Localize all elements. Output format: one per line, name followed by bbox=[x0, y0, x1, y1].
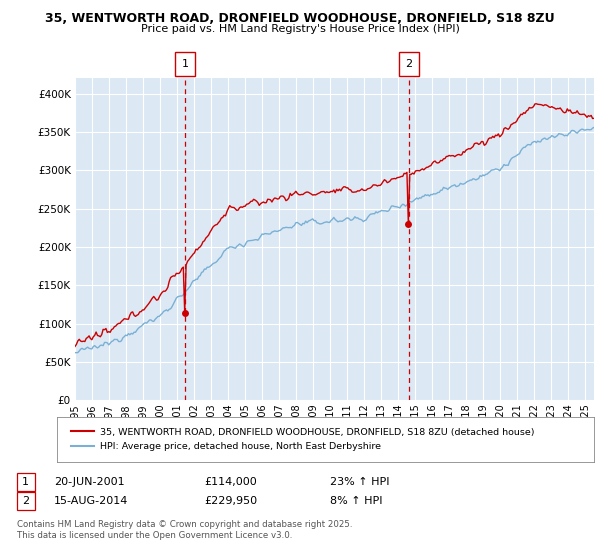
Text: Contains HM Land Registry data © Crown copyright and database right 2025.: Contains HM Land Registry data © Crown c… bbox=[17, 520, 352, 529]
Text: 2: 2 bbox=[405, 59, 412, 69]
Text: Price paid vs. HM Land Registry's House Price Index (HPI): Price paid vs. HM Land Registry's House … bbox=[140, 24, 460, 34]
Text: 23% ↑ HPI: 23% ↑ HPI bbox=[330, 477, 389, 487]
Text: £114,000: £114,000 bbox=[204, 477, 257, 487]
Text: This data is licensed under the Open Government Licence v3.0.: This data is licensed under the Open Gov… bbox=[17, 531, 292, 540]
Legend: 35, WENTWORTH ROAD, DRONFIELD WOODHOUSE, DRONFIELD, S18 8ZU (detached house), HP: 35, WENTWORTH ROAD, DRONFIELD WOODHOUSE,… bbox=[67, 424, 538, 455]
Text: £229,950: £229,950 bbox=[204, 496, 257, 506]
Text: 8% ↑ HPI: 8% ↑ HPI bbox=[330, 496, 383, 506]
Text: 35, WENTWORTH ROAD, DRONFIELD WOODHOUSE, DRONFIELD, S18 8ZU: 35, WENTWORTH ROAD, DRONFIELD WOODHOUSE,… bbox=[45, 12, 555, 25]
Text: 15-AUG-2014: 15-AUG-2014 bbox=[54, 496, 128, 506]
Text: 1: 1 bbox=[22, 477, 29, 487]
Text: 20-JUN-2001: 20-JUN-2001 bbox=[54, 477, 125, 487]
Text: 1: 1 bbox=[182, 59, 188, 69]
Text: 2: 2 bbox=[22, 496, 29, 506]
